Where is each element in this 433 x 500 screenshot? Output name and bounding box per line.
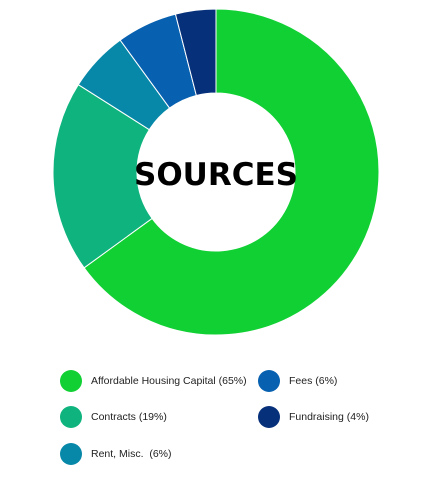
center-label: SOURCES bbox=[134, 157, 298, 193]
slice-affordable-housing-capital bbox=[83, 8, 380, 336]
slice-contracts bbox=[52, 83, 153, 269]
donut-slices bbox=[52, 8, 380, 336]
slice-fundraising bbox=[174, 8, 217, 97]
